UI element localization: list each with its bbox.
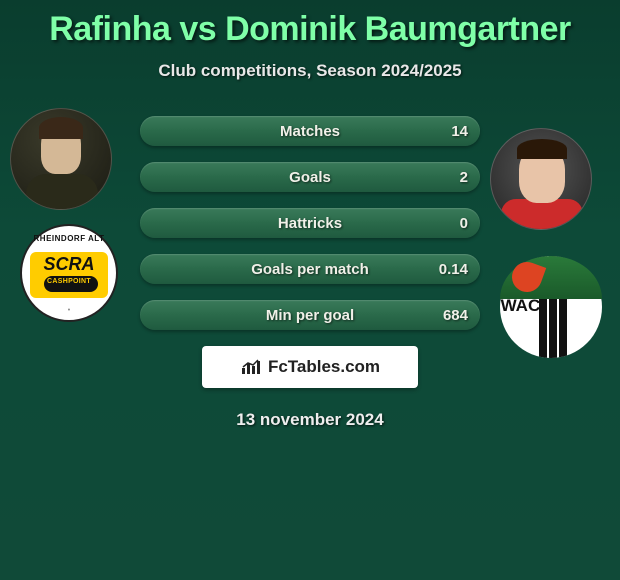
chart-icon [240,358,262,376]
stat-row: Goals 2 [140,162,480,192]
club-right-code: WAC [500,296,541,316]
club-left-sub: CASHPOINT [22,278,116,285]
stat-row: Matches 14 [140,116,480,146]
club-left-topline: RHEINDORF ALT [22,234,116,243]
comparison-panel: RHEINDORF ALT SCRA CASHPOINT • WAC Match… [0,116,620,430]
stat-label: Hattricks [278,215,342,232]
page-title: Rafinha vs Dominik Baumgartner [0,0,620,49]
stats-list: Matches 14 Goals 2 Hattricks 0 Goals per… [140,116,480,330]
stat-row: Min per goal 684 [140,300,480,330]
stat-right-value: 684 [443,307,468,324]
stat-right-value: 14 [451,123,468,140]
stat-label: Goals per match [251,261,369,278]
subtitle: Club competitions, Season 2024/2025 [0,61,620,81]
stat-right-value: 0 [460,215,468,232]
club-right-badge: WAC [500,256,602,358]
brand-text: FcTables.com [268,357,380,377]
stat-label: Matches [280,123,340,140]
player-right-avatar [490,128,592,230]
date-caption: 13 november 2024 [10,410,610,430]
player-left-avatar [10,108,112,210]
stat-label: Min per goal [266,307,354,324]
stat-row: Goals per match 0.14 [140,254,480,284]
stat-right-value: 2 [460,169,468,186]
stat-right-value: 0.14 [439,261,468,278]
club-left-code: SCRA [22,254,116,275]
stat-row: Hattricks 0 [140,208,480,238]
club-left-badge: RHEINDORF ALT SCRA CASHPOINT • [20,224,118,322]
brand-badge[interactable]: FcTables.com [202,346,418,388]
stat-label: Goals [289,169,331,186]
